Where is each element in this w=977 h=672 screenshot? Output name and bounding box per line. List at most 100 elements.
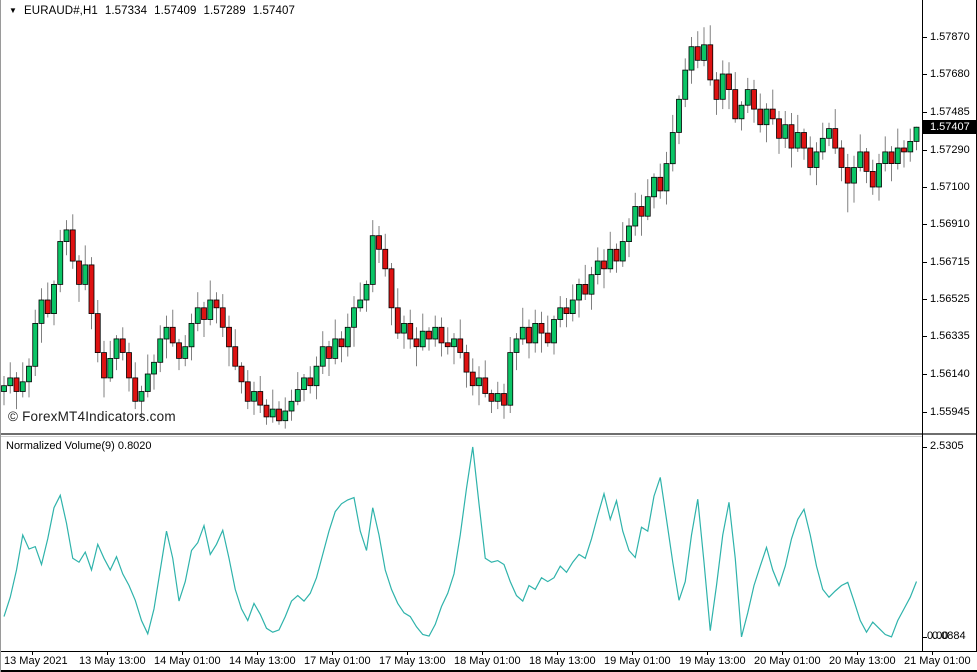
indicator-name: Normalized Volume(9) — [6, 440, 115, 452]
bear-candle-body — [501, 393, 507, 406]
bull-candle-body — [513, 338, 520, 353]
bear-candle-body — [13, 377, 20, 392]
bull-candle-body — [151, 361, 157, 375]
bear-candle-body — [469, 371, 476, 387]
bear-candle-body — [326, 346, 332, 359]
bull-candle-body — [157, 338, 164, 363]
price-axis-line — [922, 0, 923, 651]
bull-candle-body — [819, 137, 826, 153]
bull-candle-body — [357, 299, 364, 309]
bear-candle-body — [394, 307, 401, 334]
bull-candle-body — [32, 322, 39, 367]
time-axis-label: 14 May 01:00 — [154, 655, 221, 667]
time-axis-tick — [932, 652, 933, 655]
current-price-badge: 1.57407 — [923, 120, 977, 135]
bull-candle-body — [294, 389, 301, 402]
indicator-axis-min: 0.0884 — [932, 630, 966, 642]
time-axis-label: 14 May 13:00 — [229, 655, 296, 667]
bull-candle-body — [113, 338, 120, 359]
bear-candle-body — [751, 89, 757, 110]
bull-candle-body — [344, 326, 351, 348]
bear-candle-body — [438, 326, 445, 344]
ohlc-high: 1.57409 — [154, 5, 197, 17]
bear-candle-body — [119, 338, 126, 353]
bull-candle-body — [7, 377, 14, 387]
indicator-value: 0.8020 — [117, 440, 152, 452]
price-chart-canvas[interactable] — [1, 0, 922, 433]
bull-candle-body — [632, 206, 639, 227]
bear-candle-body — [388, 268, 395, 309]
bull-candle-body — [507, 352, 514, 406]
bull-candle-body — [451, 338, 457, 348]
price-axis-tick — [923, 336, 927, 338]
bear-candle-body — [657, 176, 664, 192]
time-axis-label: 21 May 01:00 — [904, 655, 971, 667]
indicator-line — [3, 446, 918, 638]
price-axis-tick — [923, 262, 927, 263]
bear-candle-body — [176, 342, 182, 359]
bull-candle-body — [569, 299, 576, 315]
bear-candle-body — [126, 352, 132, 379]
time-axis-label: 13 May 13:00 — [79, 655, 146, 667]
bull-candle-body — [319, 346, 326, 367]
bull-candle-body — [551, 319, 557, 344]
bull-candle-body — [738, 104, 745, 120]
bear-candle-body — [463, 352, 470, 373]
collapse-triangle-icon[interactable]: ▼ — [9, 6, 18, 15]
price-axis-tick — [923, 224, 927, 225]
time-axis-tick — [32, 652, 33, 655]
bear-candle-body — [582, 283, 589, 295]
bull-candle-body — [682, 69, 689, 100]
bull-candle-body — [207, 299, 214, 320]
time-axis-label: 20 May 01:00 — [754, 655, 821, 667]
time-axis-tick — [557, 652, 558, 655]
bull-candle-body — [826, 128, 832, 139]
bull-candle-body — [894, 147, 901, 165]
ohlc-open: 1.57334 — [104, 5, 148, 17]
bear-candle-body — [863, 151, 870, 172]
bear-candle-body — [69, 229, 76, 262]
bull-candle-body — [313, 365, 320, 387]
bear-candle-body — [444, 342, 451, 348]
bull-candle-body — [882, 151, 889, 164]
bull-candle-body — [576, 283, 582, 301]
bull-candle-body — [269, 408, 276, 418]
bull-candle-body — [194, 307, 201, 324]
bear-candle-body — [801, 132, 807, 149]
time-axis-label: 19 May 13:00 — [679, 655, 746, 667]
indicator-label: Normalized Volume(9) 0.8020 — [6, 440, 152, 452]
bear-candle-body — [563, 307, 570, 314]
bear-candle-body — [901, 147, 907, 153]
bear-candle-body — [869, 170, 876, 188]
bull-candle-body — [557, 307, 564, 320]
bull-candle-body — [519, 326, 526, 340]
time-axis-tick — [857, 652, 858, 655]
bull-candle-body — [57, 241, 64, 285]
indicator-axis-zero-overlay: 0.00 — [927, 630, 949, 642]
bear-candle-body — [219, 307, 226, 328]
time-axis-tick — [182, 652, 183, 655]
bull-candle-body — [651, 176, 657, 198]
bull-candle-body — [38, 299, 45, 324]
indicator-chart-canvas[interactable] — [1, 437, 922, 651]
bull-candle-body — [26, 365, 32, 383]
bear-candle-body — [457, 338, 464, 353]
symbol-period-label: EURAUD#,H1 — [24, 5, 98, 17]
bull-candle-body — [19, 381, 26, 392]
time-axis-tick — [782, 652, 783, 655]
pane-divider[interactable] — [1, 433, 977, 435]
time-axis-label: 18 May 13:00 — [529, 655, 596, 667]
bull-candle-body — [1, 385, 7, 392]
bear-candle-body — [413, 338, 420, 348]
bear-candle-body — [482, 377, 489, 394]
price-axis-label: 1.57290 — [930, 143, 970, 156]
bear-candle-body — [888, 151, 895, 164]
bull-candle-body — [594, 260, 601, 276]
time-axis-tick — [257, 652, 258, 655]
bear-candle-body — [788, 124, 795, 149]
time-axis-label: 13 May 2021 — [4, 655, 68, 667]
bear-candle-body — [407, 322, 414, 340]
bull-candle-body — [332, 338, 339, 359]
bear-candle-body — [601, 260, 607, 270]
